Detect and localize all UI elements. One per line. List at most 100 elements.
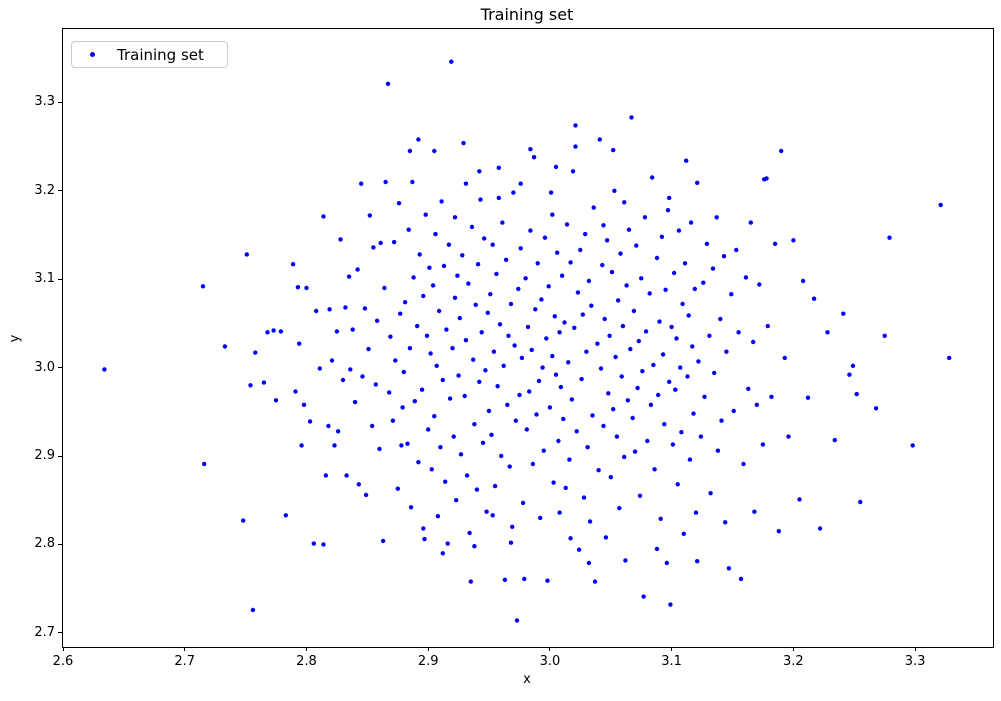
plot-area: Training set 2.6 2.7 2.8 2.9 3.0 3.1 3.2 3.3 2.7… bbox=[34, 28, 994, 669]
data-point bbox=[488, 292, 493, 297]
data-point bbox=[458, 452, 464, 457]
data-point bbox=[654, 546, 660, 552]
data-point bbox=[607, 333, 612, 338]
data-point bbox=[663, 287, 668, 292]
data-point bbox=[421, 526, 426, 531]
data-point bbox=[419, 387, 425, 392]
data-point bbox=[429, 467, 434, 472]
data-point bbox=[573, 144, 578, 149]
data-point bbox=[551, 480, 556, 485]
data-point bbox=[332, 443, 337, 448]
data-point bbox=[356, 482, 361, 487]
data-point bbox=[731, 408, 736, 414]
data-point bbox=[654, 255, 660, 261]
data-point bbox=[455, 273, 460, 278]
data-point bbox=[579, 376, 584, 382]
data-point bbox=[575, 290, 581, 295]
data-point bbox=[517, 392, 522, 398]
data-point bbox=[464, 473, 470, 478]
data-point bbox=[460, 253, 465, 258]
data-point bbox=[641, 594, 646, 599]
data-point bbox=[546, 284, 551, 289]
y-tick-label: 2.8 bbox=[34, 536, 55, 552]
data-point bbox=[680, 301, 685, 307]
data-point bbox=[334, 329, 340, 334]
data-point bbox=[555, 250, 560, 255]
data-point bbox=[754, 402, 759, 407]
data-point bbox=[528, 147, 533, 152]
data-point bbox=[805, 395, 811, 400]
x-tick-mark bbox=[914, 647, 916, 651]
data-point bbox=[467, 530, 472, 536]
data-point bbox=[536, 378, 542, 384]
data-point bbox=[550, 212, 555, 217]
data-point bbox=[695, 559, 700, 564]
data-point bbox=[278, 329, 284, 334]
y-axis-label-wrap: y bbox=[4, 327, 26, 349]
data-point bbox=[665, 208, 671, 213]
x-tick-mark bbox=[671, 647, 673, 651]
data-point bbox=[691, 411, 696, 416]
data-point bbox=[671, 270, 677, 276]
data-point bbox=[511, 190, 516, 195]
data-point bbox=[643, 329, 649, 334]
data-point bbox=[664, 560, 669, 566]
data-point bbox=[422, 536, 427, 542]
data-point bbox=[378, 240, 383, 246]
data-point bbox=[811, 296, 817, 301]
data-point bbox=[752, 509, 757, 514]
data-point bbox=[589, 303, 594, 308]
data-point bbox=[760, 442, 766, 447]
data-point bbox=[613, 354, 618, 360]
data-point bbox=[542, 235, 548, 240]
data-point bbox=[520, 500, 526, 506]
data-point bbox=[769, 394, 774, 399]
data-point bbox=[295, 285, 301, 290]
data-point bbox=[630, 415, 635, 421]
data-point bbox=[452, 215, 458, 220]
data-point bbox=[439, 199, 444, 204]
data-point bbox=[271, 328, 276, 333]
data-point bbox=[791, 238, 796, 243]
data-point bbox=[854, 391, 859, 397]
x-tick-mark bbox=[305, 647, 307, 651]
data-point bbox=[438, 445, 443, 450]
y-tick-label: 2.7 bbox=[34, 624, 55, 640]
data-point bbox=[510, 524, 515, 529]
y-tick-mark bbox=[58, 455, 62, 457]
data-point bbox=[825, 330, 830, 335]
data-point bbox=[668, 602, 673, 607]
data-point bbox=[469, 224, 475, 230]
data-point bbox=[548, 190, 554, 195]
y-tick-label: 3.1 bbox=[34, 271, 55, 287]
data-point bbox=[530, 461, 536, 467]
data-point bbox=[338, 237, 343, 242]
data-point bbox=[443, 479, 448, 484]
data-point bbox=[496, 165, 501, 170]
y-tick-label: 2.9 bbox=[34, 448, 55, 464]
data-point bbox=[424, 333, 430, 338]
data-point bbox=[547, 405, 553, 410]
data-point bbox=[696, 359, 701, 364]
data-point bbox=[335, 429, 341, 434]
data-point bbox=[344, 473, 349, 478]
data-point bbox=[741, 461, 746, 467]
data-point bbox=[624, 283, 629, 288]
data-point bbox=[650, 175, 655, 180]
data-point bbox=[591, 205, 596, 210]
data-point bbox=[387, 390, 392, 395]
data-point bbox=[676, 228, 682, 233]
data-point bbox=[738, 576, 744, 582]
data-point bbox=[440, 551, 445, 556]
data-point bbox=[200, 284, 206, 289]
data-point bbox=[299, 443, 304, 448]
data-point bbox=[525, 324, 531, 330]
data-point bbox=[405, 441, 410, 446]
data-point bbox=[602, 316, 607, 322]
data-point bbox=[947, 355, 952, 361]
data-point bbox=[423, 212, 428, 217]
data-point bbox=[248, 383, 253, 388]
data-point bbox=[473, 302, 478, 307]
y-tick-label: 3.3 bbox=[34, 94, 55, 110]
